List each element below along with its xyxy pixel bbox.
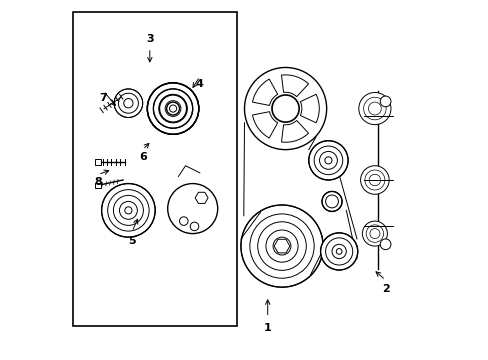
Wedge shape	[252, 79, 277, 105]
Text: 8: 8	[94, 177, 102, 187]
Circle shape	[147, 83, 198, 134]
Circle shape	[271, 95, 299, 122]
Text: 7: 7	[100, 93, 107, 103]
Bar	[73, 12, 237, 327]
Circle shape	[241, 205, 323, 287]
Bar	[95, 183, 101, 188]
Bar	[95, 159, 101, 165]
Polygon shape	[195, 192, 207, 203]
Text: 4: 4	[196, 78, 203, 89]
Wedge shape	[281, 121, 308, 142]
Text: 5: 5	[128, 236, 136, 246]
Circle shape	[102, 184, 155, 237]
Circle shape	[360, 166, 388, 194]
Circle shape	[114, 89, 142, 117]
Wedge shape	[300, 94, 319, 123]
Circle shape	[179, 217, 188, 225]
Circle shape	[380, 239, 390, 249]
Circle shape	[320, 233, 357, 270]
Circle shape	[244, 67, 326, 150]
Circle shape	[322, 192, 341, 211]
Polygon shape	[274, 239, 289, 253]
Text: 3: 3	[146, 34, 153, 44]
Circle shape	[190, 222, 198, 231]
Text: 6: 6	[139, 152, 146, 162]
Circle shape	[362, 221, 386, 246]
Circle shape	[147, 83, 198, 134]
Circle shape	[358, 93, 390, 125]
Text: 1: 1	[264, 323, 271, 333]
Text: 2: 2	[381, 284, 388, 294]
Circle shape	[380, 96, 390, 107]
Circle shape	[308, 141, 347, 180]
Wedge shape	[252, 112, 277, 138]
Wedge shape	[281, 75, 308, 96]
